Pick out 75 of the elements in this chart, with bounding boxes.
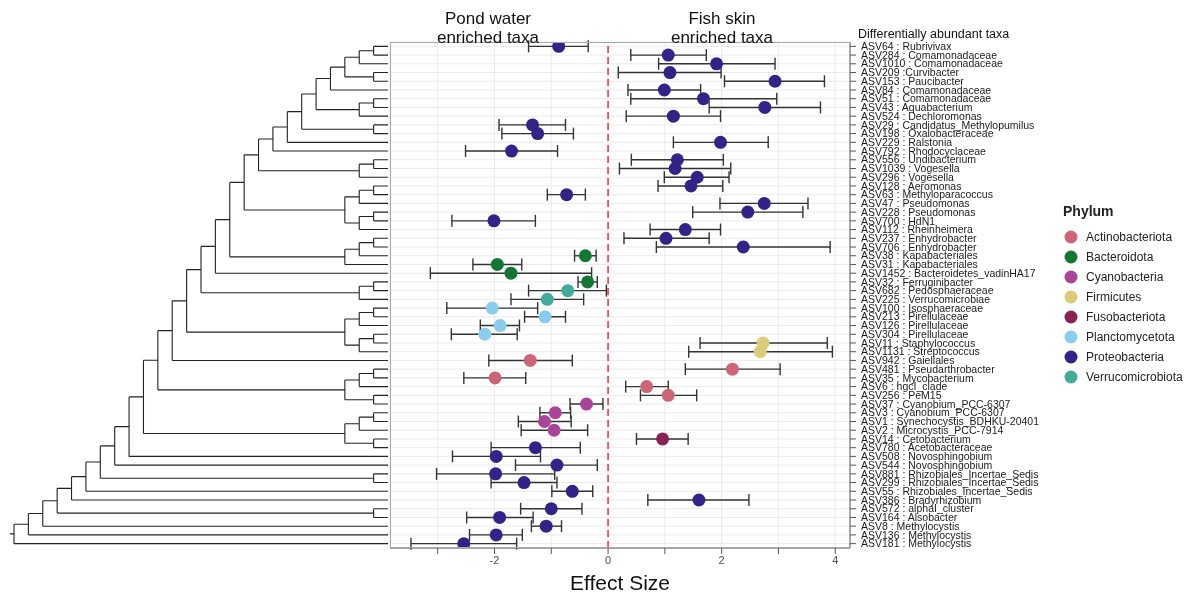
point [489,467,503,481]
point [565,484,579,498]
point [550,458,564,472]
point [547,423,561,437]
point [656,432,670,446]
x-tick-label: 4 [832,553,839,566]
point [540,292,554,306]
point [478,327,492,341]
point [493,319,507,333]
point [668,162,682,175]
point [757,196,771,210]
point [531,127,545,141]
point [561,284,575,298]
point [714,135,728,149]
point [725,362,739,376]
annotation: Pond water enriched taxa [435,9,541,48]
legend-label: Verrucomicrobiota [1086,370,1183,384]
point [640,380,654,394]
point [490,257,504,271]
point [517,476,531,490]
point [666,109,680,123]
point [539,519,553,533]
point [488,371,502,385]
legend-label: Planctomycetota [1086,330,1175,344]
legend-label: Proteobacteria [1086,350,1165,364]
x-tick-label: 2 [718,553,725,566]
point [736,240,750,254]
point [579,397,593,411]
y-tick-label: ASV229 : Ralstonia [861,136,953,148]
point [753,345,767,359]
point [659,231,673,245]
legend-label: Bacteroidota [1086,250,1154,264]
point [504,266,518,280]
point [489,449,503,463]
y-tick-label: ASV64 : Rubrivivax [861,40,953,53]
point [538,310,552,324]
point [578,249,592,263]
annotation: Fish skin enriched taxa [669,9,775,48]
point [493,510,507,524]
point [581,275,595,289]
point [560,188,574,202]
legend-label: Fusobacteriota [1086,310,1166,324]
point [661,48,675,62]
point [741,205,755,219]
legend-title: Phylum [1063,203,1115,219]
y-tick-label: ASV112 : Rheinheimera [861,223,974,236]
point [692,493,706,507]
point [696,92,710,106]
point [657,83,671,97]
point [487,214,501,228]
point [548,406,562,420]
point [485,301,499,315]
point [758,100,772,114]
x-tick-label: 0 [605,553,612,566]
legend-label: Firmicutes [1086,290,1142,304]
x-tick-label: -2 [489,553,500,566]
point [710,57,724,71]
legend-label: Actinobacteriota [1086,230,1173,244]
point [544,502,558,516]
point [661,388,675,402]
point [523,353,537,367]
x-axis-title: Effect Size [570,571,670,594]
y-tick-label: ASV126 : Pirellulaceae [861,319,969,332]
point [663,66,677,80]
point [678,223,692,237]
point [528,441,542,455]
point [768,74,782,88]
y-tick-label: ASV209 :Curvibacter [861,66,960,79]
text: Differentially abundant taxa [858,27,1011,42]
point [537,415,551,428]
point [489,528,503,542]
legend-label: Cyanobacteria [1086,270,1164,284]
point [684,179,698,193]
point [505,144,519,158]
point [690,170,704,184]
